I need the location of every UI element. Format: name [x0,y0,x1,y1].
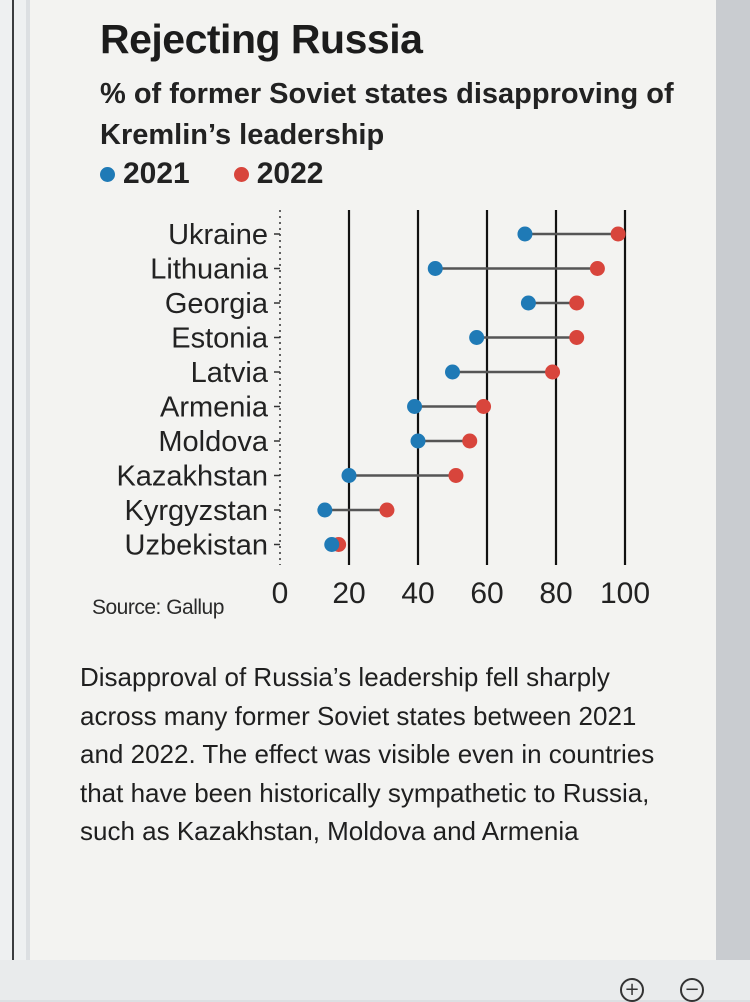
dot-2021-lithuania [427,261,443,276]
category-label-ukraine: Ukraine [168,219,268,251]
dot-2022-ukraine [610,226,626,242]
dot-2022-estonia [569,330,585,345]
dot-2021-kyrgyzstan [317,502,333,518]
chart-source: Source: Gallup [92,596,224,619]
dot-2022-lithuania [589,261,605,276]
screen-right-edge [716,0,750,960]
article-caption: Disapproval of Russia’s leadership fell … [80,662,655,846]
x-tick-label-60: 60 [470,577,503,610]
category-label-estonia: Estonia [171,323,269,355]
legend-item-2022: 2022 [233,157,324,191]
legend-dot-2022 [233,166,249,182]
dot-2021-estonia [469,330,485,345]
category-label-lithuania: Lithuania [150,254,269,286]
chart-legend: 2021 2022 [100,156,368,192]
dot-2022-armenia [476,399,492,414]
dot-2022-moldova [462,433,478,449]
dot-2022-latvia [545,364,561,380]
zoom-in-icon[interactable]: + [620,978,644,1002]
category-label-kyrgyzstan: Kyrgyzstan [125,495,268,527]
category-label-latvia: Latvia [191,357,269,389]
dot-2022-georgia [569,295,585,311]
dot-2021-moldova [410,433,426,449]
legend-dot-2021 [100,166,115,182]
category-label-kazakhstan: Kazakhstan [116,461,268,493]
category-label-uzbekistan: Uzbekistan [125,530,268,562]
legend-item-2021: 2021 [100,157,190,191]
x-tick-label-80: 80 [539,577,572,610]
category-label-georgia: Georgia [165,288,269,320]
article-panel [30,0,716,960]
x-tick-label-0: 0 [272,577,289,610]
dot-chart: 0 20 40 60 80 100 UkraineLithuaniaGeorgiaEston… [116,210,650,610]
category-label-moldova: Moldova [158,426,268,458]
zoom-out-icon[interactable]: − [680,978,704,1002]
dot-2021-ukraine [517,226,533,242]
dot-2021-uzbekistan [324,537,340,552]
dot-2022-kyrgyzstan [379,502,395,518]
chart-title: Rejecting Russia [100,16,423,62]
legend-label-2021: 2021 [123,157,190,190]
category-label-armenia: Armenia [160,392,269,424]
dot-2021-latvia [445,364,460,380]
dot-2021-georgia [520,295,536,311]
x-tick-label-100: 100 [600,577,650,610]
screen-left-rule [12,0,14,1000]
dot-2021-kazakhstan [341,468,357,483]
x-tick-label-40: 40 [401,577,434,610]
dot-2021-armenia [407,399,423,414]
legend-label-2022: 2022 [256,157,324,190]
dot-2022-kazakhstan [448,468,464,483]
chart-subtitle: % of former Soviet states disapproving o… [100,78,674,151]
x-tick-label-20: 20 [332,577,365,610]
